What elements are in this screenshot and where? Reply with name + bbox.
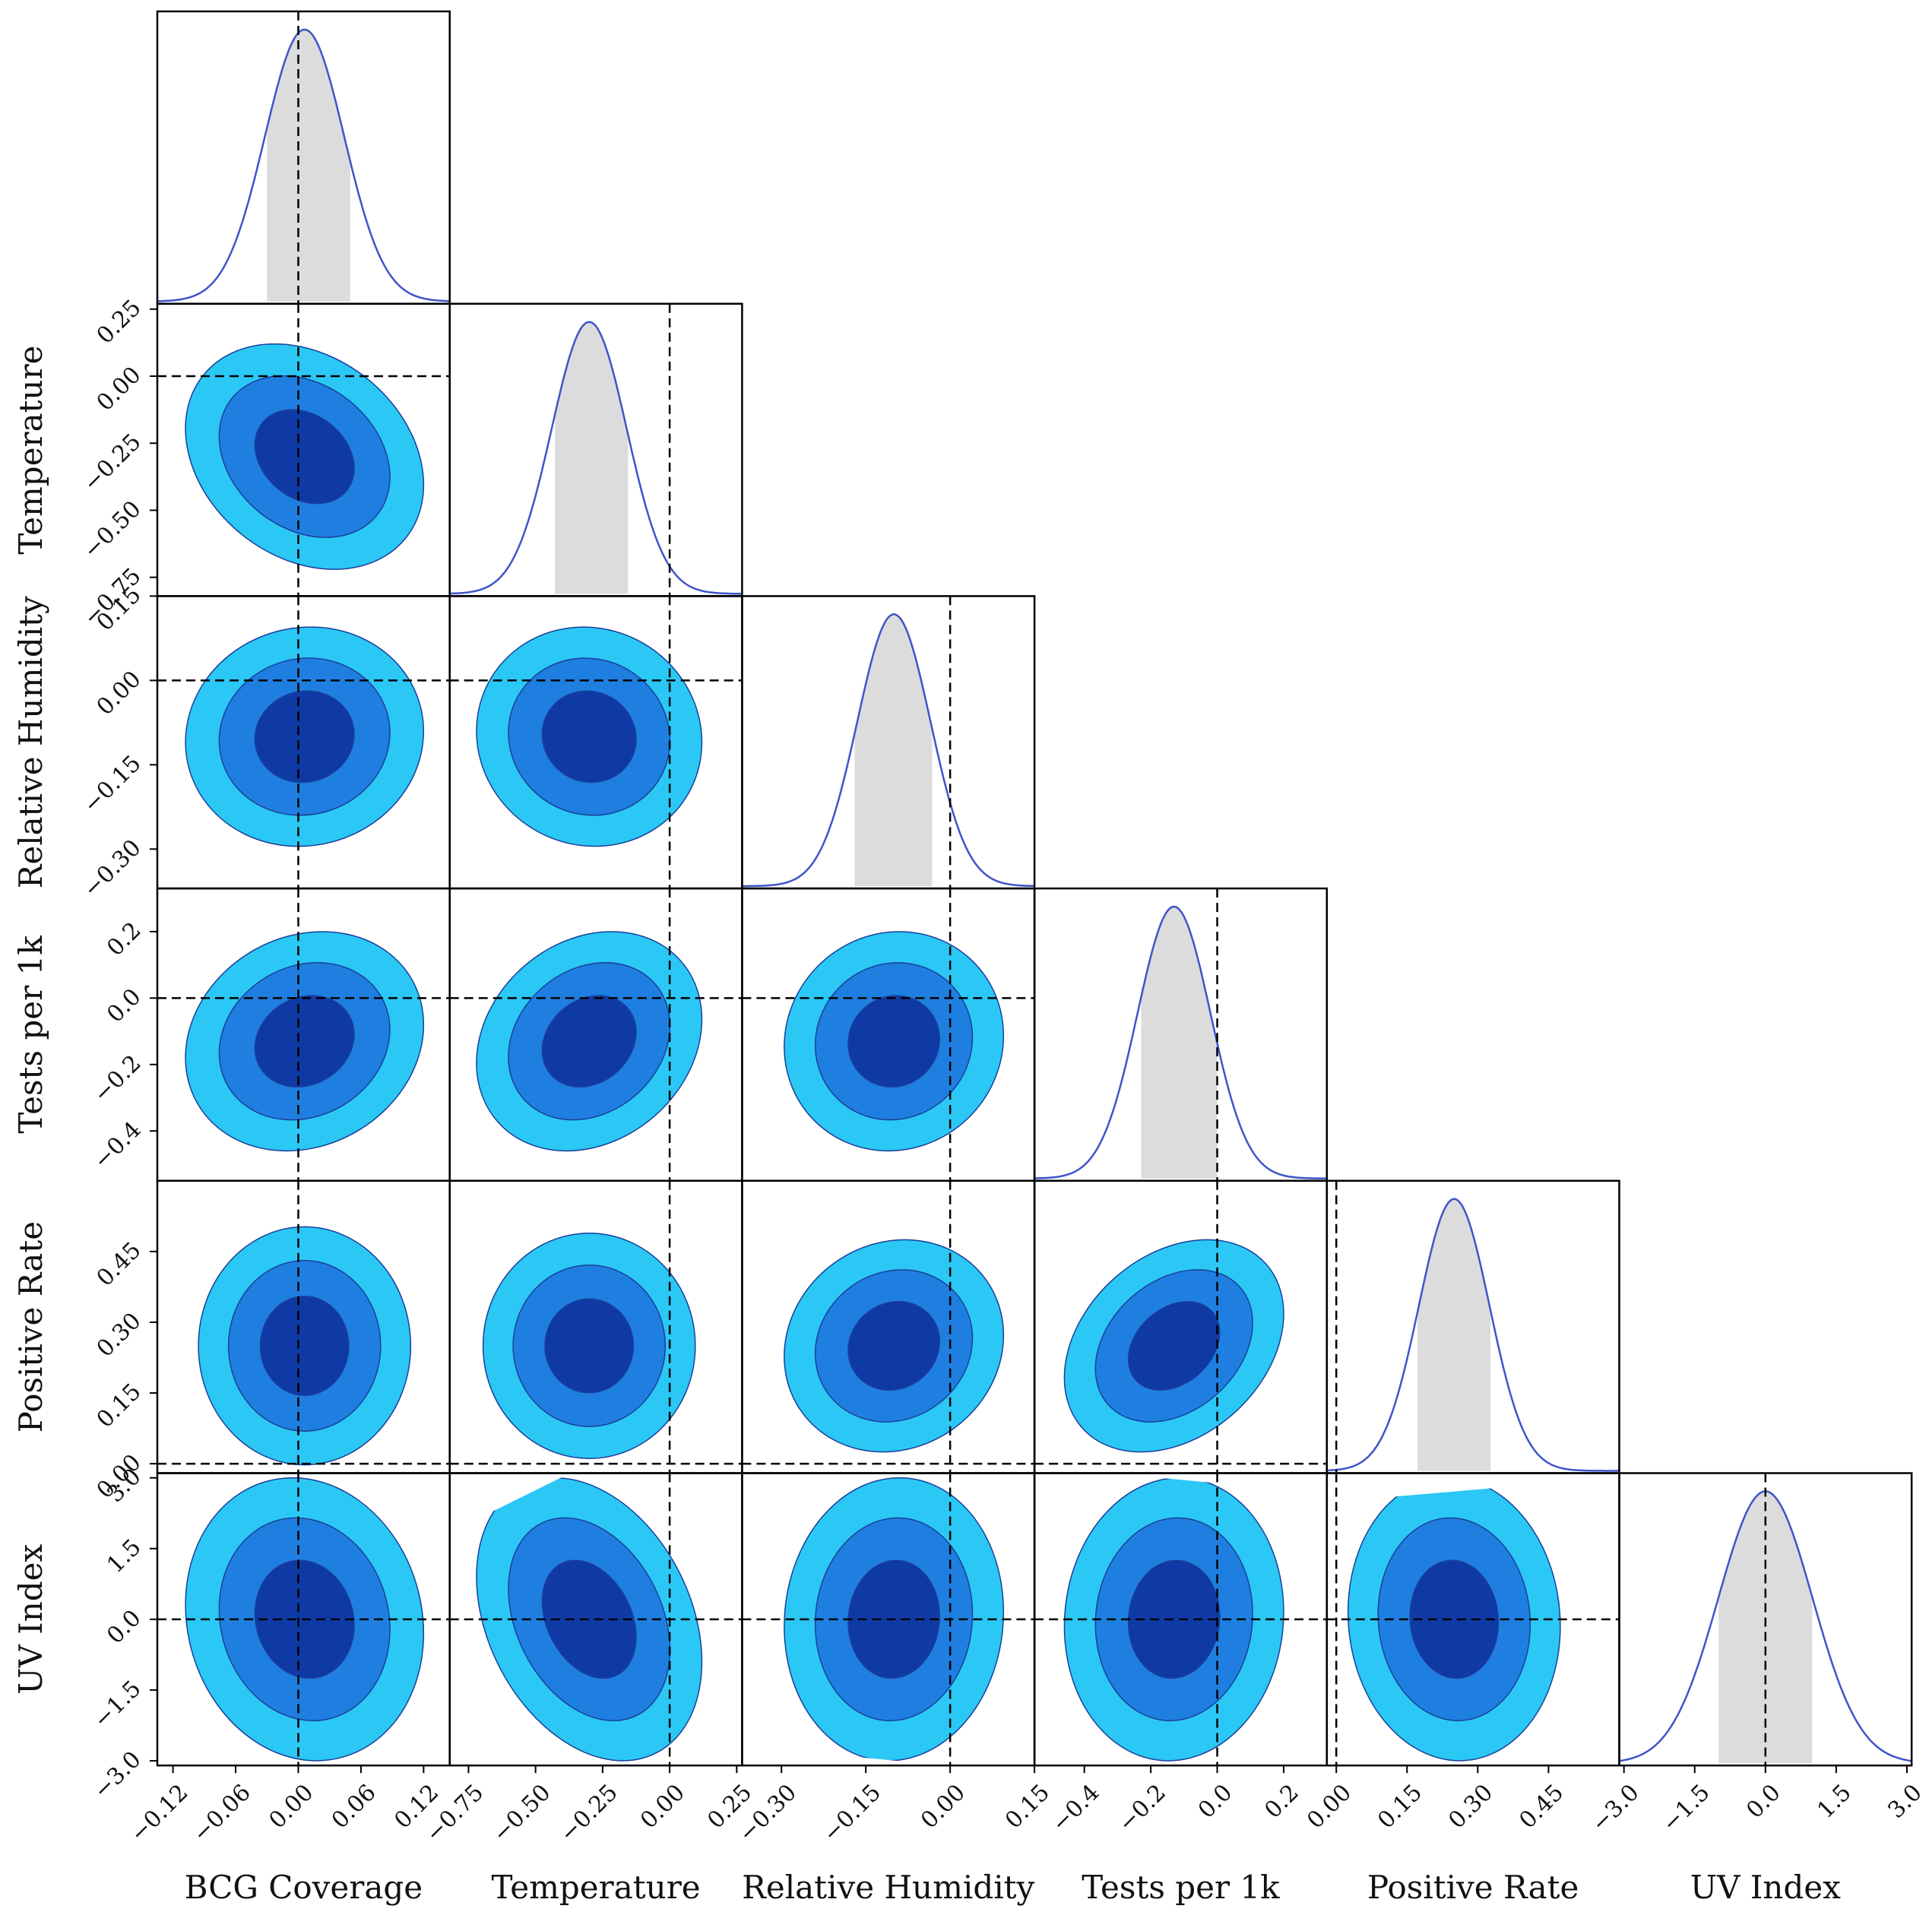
panel-relative-humidity-vs-bcg-coverage (156, 595, 451, 890)
contour-level-3 (541, 995, 637, 1088)
kde-curve (1034, 905, 1327, 1179)
kde-curve (157, 28, 450, 302)
contour-level-3 (1409, 1559, 1500, 1679)
panel-uv-index-vs-bcg-coverage (156, 1472, 451, 1767)
contour-level-3 (847, 995, 940, 1088)
contour-level-3 (259, 1295, 350, 1397)
contour-level-3 (1127, 1559, 1221, 1679)
x-axis-label: Positive Rate (1367, 1869, 1579, 1906)
credible-interval-band (555, 321, 629, 594)
contour-level-3 (541, 1559, 637, 1679)
panel-uv-index-vs-relative-humidity (741, 1472, 1036, 1767)
y-axis-label: Relative Humidity (12, 596, 49, 888)
panel-positive-rate-vs-positive-rate (1325, 1179, 1620, 1474)
contour-level-3 (541, 690, 637, 783)
panel-tests-per-1k-vs-relative-humidity (741, 887, 1036, 1182)
contour-level-3 (1127, 1301, 1221, 1391)
y-axis-label: UV Index (12, 1543, 49, 1694)
kde-curve (449, 321, 743, 595)
credible-interval-band (854, 614, 933, 887)
panel-uv-index-vs-positive-rate (1325, 1472, 1620, 1767)
contour-level-3 (254, 409, 355, 505)
y-axis-label: Temperature (12, 345, 49, 554)
x-axis-label: Temperature (491, 1869, 700, 1906)
x-axis-label: Relative Humidity (742, 1869, 1034, 1906)
contour-level-3 (847, 1301, 940, 1391)
panel-positive-rate-vs-temperature (448, 1179, 743, 1474)
panel-positive-rate-vs-relative-humidity (741, 1179, 1036, 1474)
contour-level-3 (254, 690, 355, 783)
panel-tests-per-1k-vs-tests-per-1k (1033, 887, 1329, 1182)
x-axis-label: Tests per 1k (1082, 1869, 1280, 1906)
kde-curve (1326, 1198, 1620, 1472)
x-axis-label: BCG Coverage (185, 1869, 423, 1906)
x-axis-label: UV Index (1690, 1869, 1841, 1906)
panel-uv-index-vs-tests-per-1k (1033, 1472, 1329, 1767)
panel-temperature-vs-temperature (448, 302, 743, 597)
contour-level-3 (544, 1298, 635, 1394)
y-axis-label: Tests per 1k (12, 935, 49, 1134)
kde-curve (742, 613, 1035, 888)
credible-interval-band (1141, 907, 1218, 1179)
credible-interval-band (1417, 1198, 1491, 1471)
panel-temperature-vs-bcg-coverage (156, 302, 451, 597)
panel-positive-rate-vs-tests-per-1k (1033, 1179, 1329, 1474)
y-axis-label: Positive Rate (12, 1221, 49, 1432)
panel-bcg-coverage-vs-bcg-coverage (156, 10, 451, 305)
contour-level-3 (254, 995, 355, 1088)
credible-interval-band (1718, 1491, 1813, 1764)
panel-relative-humidity-vs-temperature (448, 595, 743, 890)
panel-uv-index-vs-temperature (448, 1472, 743, 1767)
credible-interval-band (267, 29, 350, 302)
panel-tests-per-1k-vs-bcg-coverage (156, 887, 451, 1182)
